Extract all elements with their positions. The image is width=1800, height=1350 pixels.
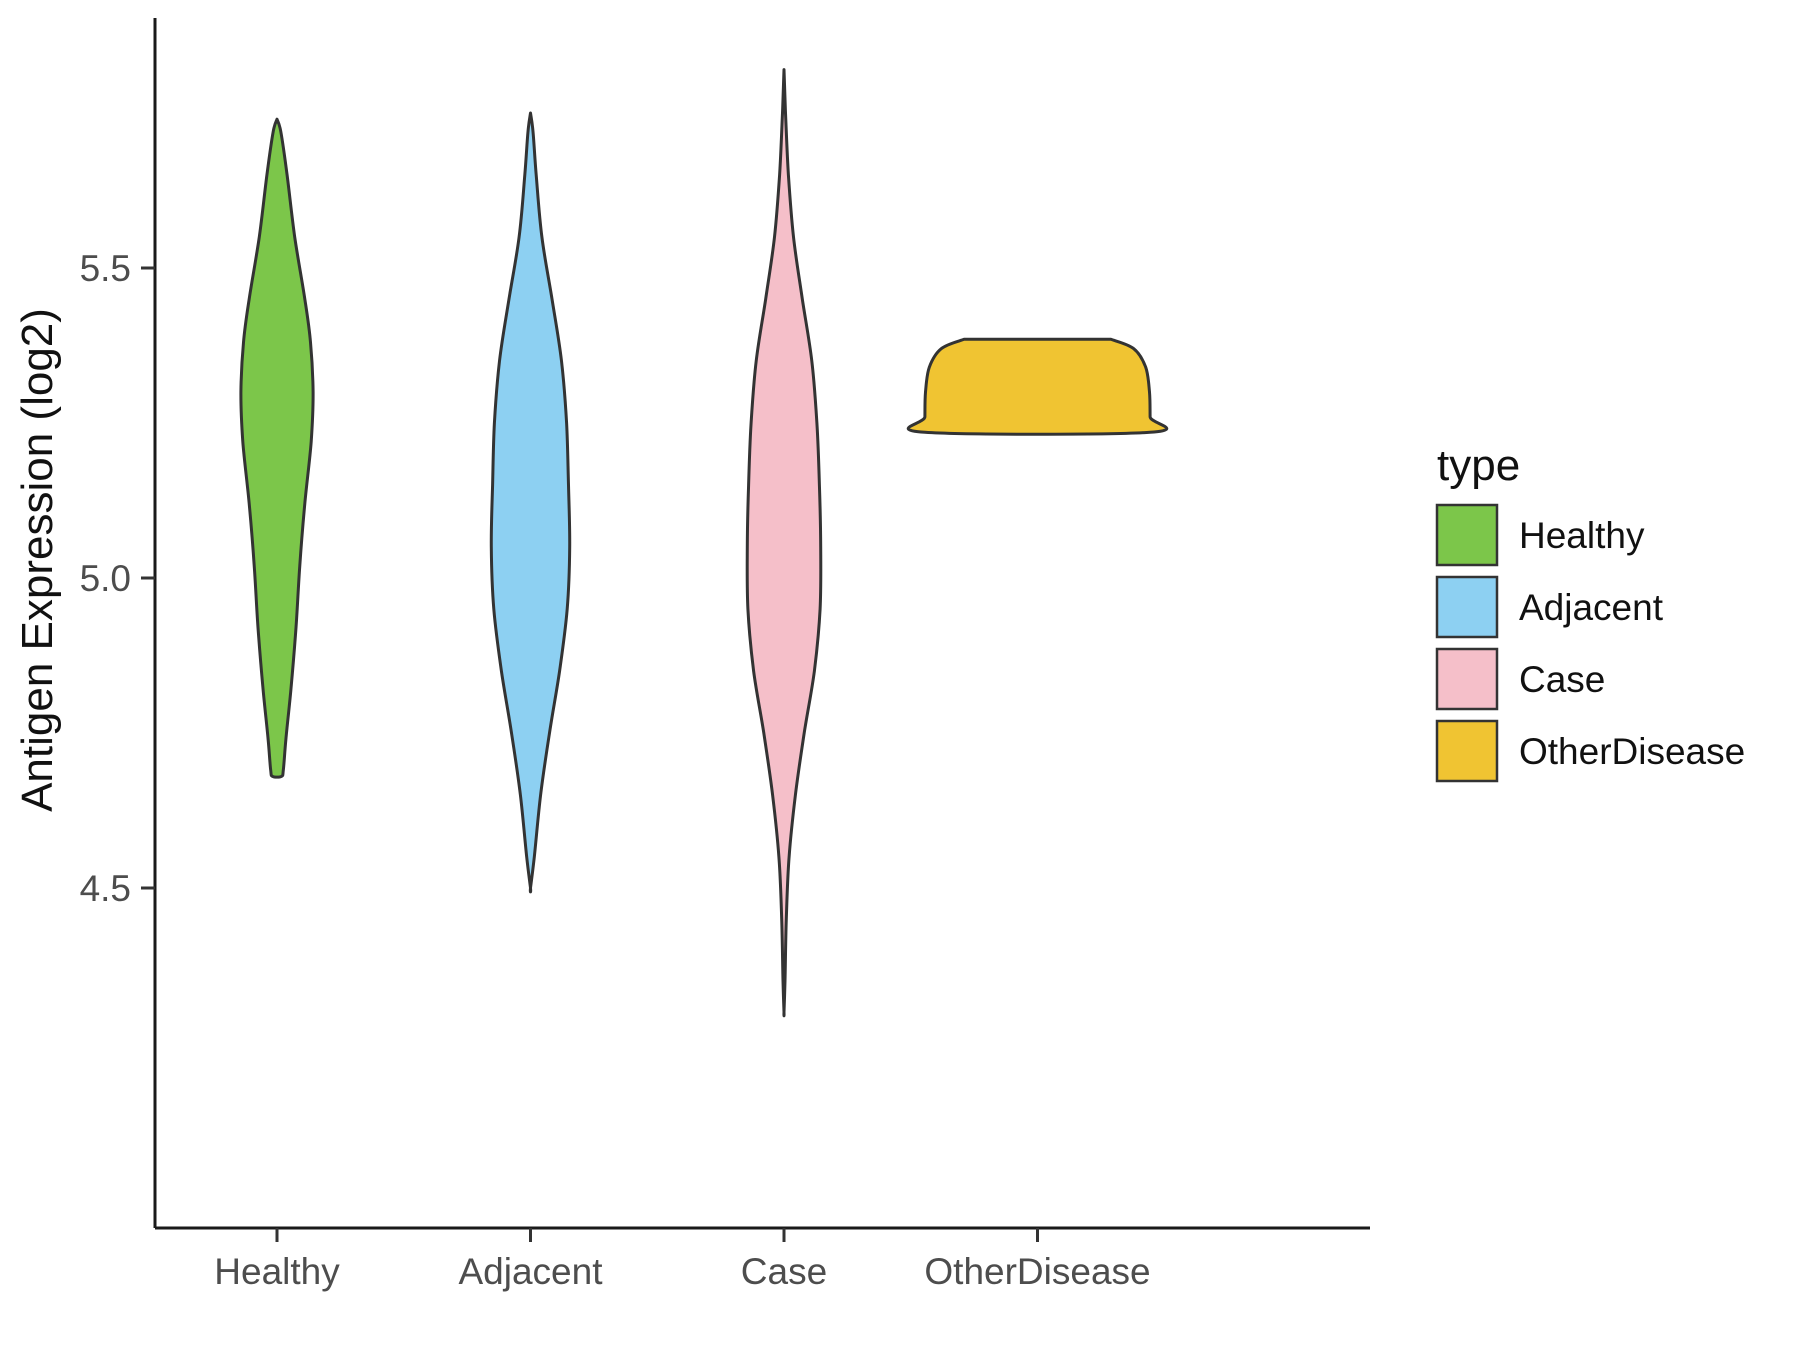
y-tick-label: 4.5 (80, 868, 131, 909)
legend-label-case: Case (1519, 659, 1605, 700)
legend-label-healthy: Healthy (1519, 515, 1645, 556)
legend-key-healthy (1435, 503, 1499, 567)
violin-case (745, 68, 823, 1018)
x-category-label-adjacent: Adjacent (459, 1251, 604, 1292)
violin-otherdisease (906, 337, 1169, 436)
legend-key-adjacent (1435, 575, 1499, 639)
y-tick-label: 5.0 (80, 558, 131, 599)
legend-title: type (1437, 441, 1520, 490)
x-category-label-otherdisease: OtherDisease (924, 1251, 1150, 1292)
legend-key-case (1435, 647, 1499, 711)
legend-label-adjacent: Adjacent (1519, 587, 1664, 628)
y-axis-title: Antigen Expression (log2) (13, 308, 62, 812)
chart-generated-content: 5.5 5.0 4.5 Healthy Adjacent Case OtherDisease… (80, 18, 1745, 1292)
legend-key-otherdisease (1435, 719, 1499, 783)
x-category-label-case: Case (741, 1251, 827, 1292)
violin-healthy (239, 117, 315, 779)
legend-label-otherdisease: OtherDisease (1519, 731, 1745, 772)
y-tick-label: 5.5 (80, 248, 131, 289)
violin-adjacent (489, 111, 572, 894)
x-category-label-healthy: Healthy (214, 1251, 340, 1292)
